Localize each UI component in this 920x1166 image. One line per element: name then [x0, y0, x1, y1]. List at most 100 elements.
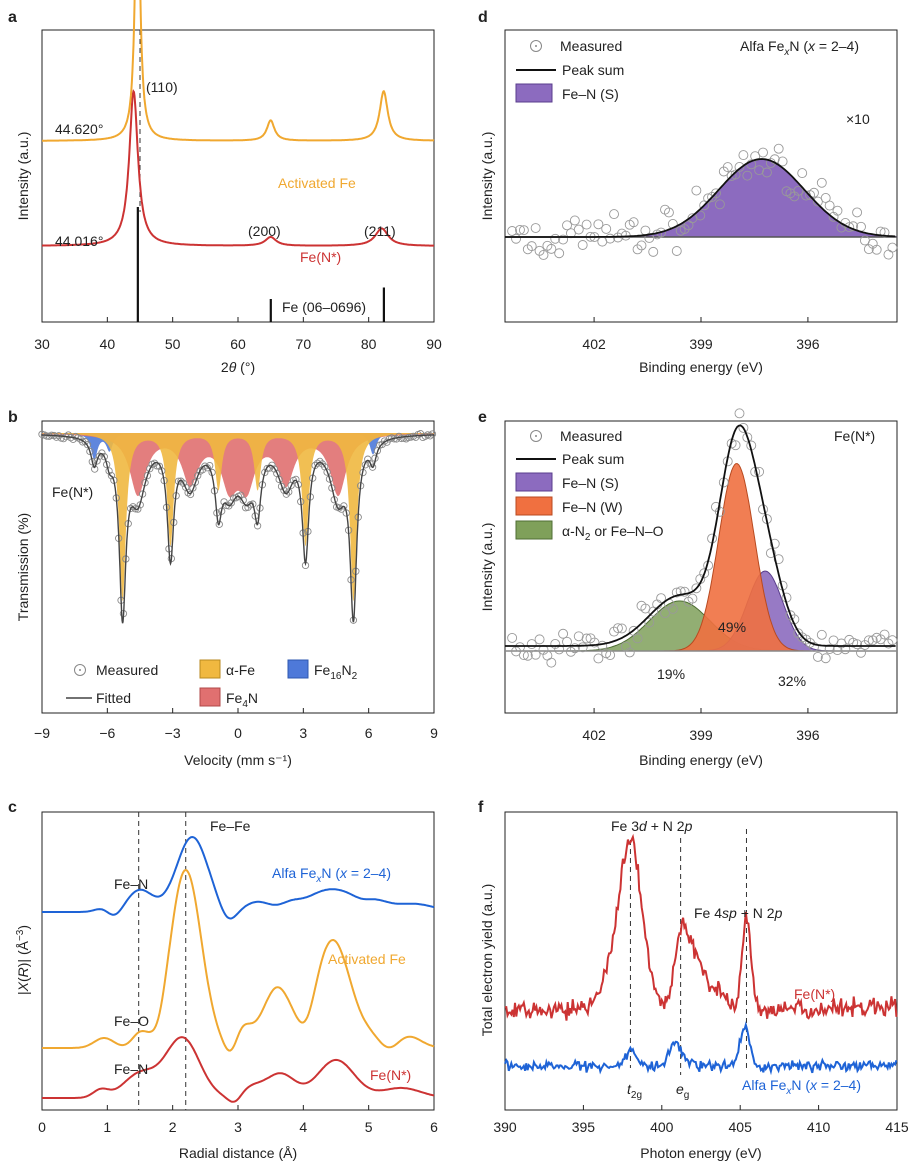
data-point — [809, 187, 819, 198]
data-point — [761, 167, 772, 178]
x-tick-label: 50 — [165, 336, 181, 352]
data-point — [789, 191, 800, 202]
legend-an2-swatch — [515, 520, 553, 540]
data-point — [143, 471, 152, 480]
data-point — [883, 638, 894, 649]
x-tick-label: 3 — [299, 725, 307, 741]
x-tick-label: 0 — [38, 1119, 46, 1135]
data-point — [562, 636, 572, 647]
x-tick-label: 70 — [296, 336, 312, 352]
data-point — [179, 479, 187, 487]
data-point — [742, 170, 753, 181]
data-point — [801, 634, 812, 645]
component-fill-fen-s — [505, 158, 898, 238]
measured-points — [507, 143, 898, 260]
x-tick-label: 0 — [234, 725, 242, 741]
x-axis-label: Velocity (mm s⁻¹) — [184, 752, 292, 768]
peak-position-feN: 44.016° — [55, 233, 103, 249]
series-label-feN: Fe(N*) — [300, 249, 341, 265]
measured-points — [507, 408, 898, 668]
data-point — [773, 143, 784, 154]
data-point — [581, 219, 592, 230]
plot-frame — [504, 811, 898, 1111]
sample-label: Fe(N*) — [52, 484, 93, 500]
legend-measured-dot — [79, 669, 81, 671]
peak-sum-line — [505, 158, 896, 238]
component-fills — [42, 433, 434, 602]
data-point — [340, 502, 348, 510]
data-point — [59, 434, 68, 443]
data-point — [863, 244, 874, 255]
x-tick-label: 402 — [582, 727, 606, 743]
annotation-fe3d-n2p: Fe 3d + N 2p — [611, 818, 693, 834]
data-point — [609, 209, 619, 220]
data-point — [879, 629, 890, 640]
panel-b: −9 −6 −3 0 3 6 9 Fe(N*) Measured Fitted α-Fe F… — [15, 420, 438, 768]
data-point — [569, 215, 580, 226]
series-label-feN: Fe(N*) — [370, 1067, 411, 1083]
data-point — [734, 161, 745, 172]
data-point — [428, 430, 437, 438]
y-axis-label: Transmission (%) — [15, 513, 31, 621]
data-point — [793, 185, 804, 196]
data-point — [64, 431, 73, 439]
data-point — [515, 642, 525, 653]
data-point — [624, 647, 635, 658]
data-point — [636, 240, 647, 251]
data-point — [820, 193, 831, 203]
data-point — [93, 457, 101, 465]
x-tick-label: −3 — [165, 725, 181, 741]
series-label-activated: Activated Fe — [278, 175, 356, 191]
data-point — [675, 586, 686, 597]
x-tick-label: 396 — [796, 336, 820, 352]
x-tick-label: 410 — [807, 1119, 831, 1135]
x-tick-label: 400 — [650, 1119, 674, 1135]
data-point — [522, 244, 533, 255]
data-point — [107, 472, 116, 480]
data-point — [522, 650, 533, 661]
data-point — [726, 170, 737, 181]
legend-fen-s-swatch — [515, 83, 553, 103]
x-tick-label: 2 — [169, 1119, 177, 1135]
x-tick-label: 415 — [885, 1119, 909, 1135]
x-tick-label: 30 — [34, 336, 50, 352]
reference-lines — [136, 207, 385, 322]
data-point — [765, 548, 776, 559]
data-point — [793, 628, 804, 639]
legend-measured: Measured — [96, 662, 158, 678]
data-point — [507, 632, 518, 643]
legend: Measured Fitted α-Fe Fe4N Fe16N2 — [66, 659, 358, 710]
data-point — [194, 472, 202, 480]
y-axis-label: |X(R)| (Å−3) — [15, 925, 31, 995]
data-point — [227, 499, 235, 507]
reference-label: Fe (06–0696) — [282, 299, 366, 315]
x-tick-label: 402 — [582, 336, 606, 352]
data-point — [526, 639, 537, 650]
data-point — [616, 623, 627, 634]
series-line-activated — [42, 868, 435, 1052]
peak-sum-line — [505, 424, 896, 647]
data-point — [91, 465, 99, 473]
legend-fen-s: Fe–N (S) — [562, 475, 619, 491]
data-point — [550, 233, 561, 244]
data-point — [714, 199, 725, 210]
data-point — [526, 241, 537, 252]
data-point — [769, 538, 780, 549]
x-ticks: −9 −6 −3 0 3 6 9 — [34, 708, 438, 741]
series-line-alfa — [504, 1021, 898, 1076]
peak-label-200: (200) — [248, 223, 281, 239]
x-tick-label: 395 — [572, 1119, 596, 1135]
legend-fen-w-swatch — [515, 496, 553, 516]
data-point — [856, 647, 866, 658]
data-point — [554, 644, 565, 655]
data-point — [714, 506, 725, 517]
data-point — [738, 422, 749, 433]
x-tick-label: −9 — [34, 725, 50, 741]
series-line-activated — [42, 0, 435, 142]
data-point — [805, 637, 815, 648]
chart-title: Alfa FexN (x = 2–4) — [740, 38, 859, 58]
panel-label-e: e — [478, 409, 487, 426]
data-point — [852, 639, 863, 650]
series-label-alfa: Alfa FexN (x = 2–4) — [742, 1077, 861, 1097]
data-point — [565, 646, 576, 657]
